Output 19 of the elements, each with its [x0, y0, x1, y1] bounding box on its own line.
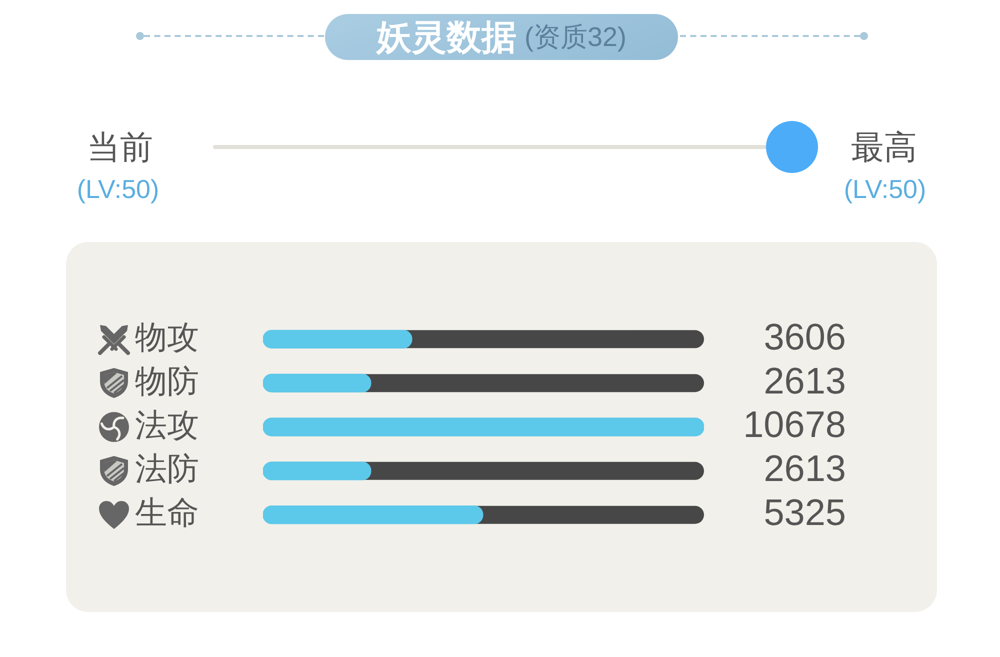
- data-label: 3606: [764, 316, 846, 358]
- bar: [263, 462, 372, 480]
- bar: [263, 374, 372, 392]
- text: (LV:50): [76, 174, 160, 204]
- data-label: 5325: [764, 492, 846, 534]
- y-tick-label: 生命: [135, 494, 199, 531]
- chart-title: 妖灵数据: [376, 18, 516, 56]
- chart-subtitle: (资质32): [524, 22, 626, 52]
- y-tick-label: 物攻: [135, 318, 199, 355]
- data-label: 10678: [743, 404, 846, 446]
- text: (LV:50): [844, 174, 926, 204]
- y-tick-label: 法攻: [135, 406, 199, 443]
- title-banner: 妖灵数据 (资质32): [325, 14, 678, 60]
- data-label: 2613: [764, 448, 846, 490]
- text: 最高: [851, 128, 917, 166]
- y-tick-label: 法防: [135, 450, 199, 487]
- data-label: 2613: [764, 360, 846, 402]
- text: 当前: [87, 128, 153, 166]
- y-tick-label: 物防: [135, 362, 199, 399]
